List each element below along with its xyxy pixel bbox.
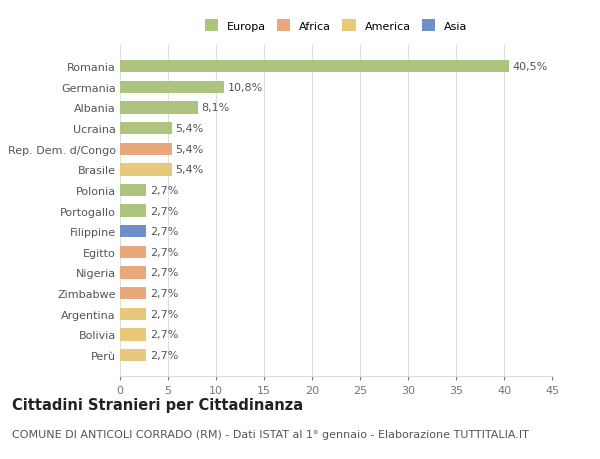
Text: 2,7%: 2,7%	[150, 350, 178, 360]
Bar	[120, 308, 146, 320]
Text: 2,7%: 2,7%	[150, 185, 178, 196]
Bar	[120, 123, 172, 135]
Bar	[120, 164, 172, 176]
Text: Cittadini Stranieri per Cittadinanza: Cittadini Stranieri per Cittadinanza	[12, 397, 303, 412]
Text: 5,4%: 5,4%	[176, 124, 204, 134]
Bar	[120, 185, 146, 197]
Bar	[120, 225, 146, 238]
Text: 8,1%: 8,1%	[202, 103, 230, 113]
Bar	[120, 143, 172, 156]
Text: 2,7%: 2,7%	[150, 247, 178, 257]
Text: 2,7%: 2,7%	[150, 330, 178, 340]
Text: 2,7%: 2,7%	[150, 309, 178, 319]
Text: COMUNE DI ANTICOLI CORRADO (RM) - Dati ISTAT al 1° gennaio - Elaborazione TUTTIT: COMUNE DI ANTICOLI CORRADO (RM) - Dati I…	[12, 429, 529, 439]
Text: 2,7%: 2,7%	[150, 288, 178, 298]
Bar	[120, 349, 146, 361]
Bar	[120, 287, 146, 300]
Text: 10,8%: 10,8%	[227, 83, 263, 93]
Bar	[120, 102, 198, 114]
Text: 5,4%: 5,4%	[176, 145, 204, 154]
Text: 2,7%: 2,7%	[150, 227, 178, 237]
Text: 5,4%: 5,4%	[176, 165, 204, 175]
Bar	[120, 82, 224, 94]
Legend: Europa, Africa, America, Asia: Europa, Africa, America, Asia	[201, 17, 471, 35]
Bar	[120, 61, 509, 73]
Bar	[120, 329, 146, 341]
Bar	[120, 205, 146, 217]
Text: 2,7%: 2,7%	[150, 206, 178, 216]
Bar	[120, 246, 146, 258]
Bar	[120, 267, 146, 279]
Text: 2,7%: 2,7%	[150, 268, 178, 278]
Text: 40,5%: 40,5%	[512, 62, 548, 72]
